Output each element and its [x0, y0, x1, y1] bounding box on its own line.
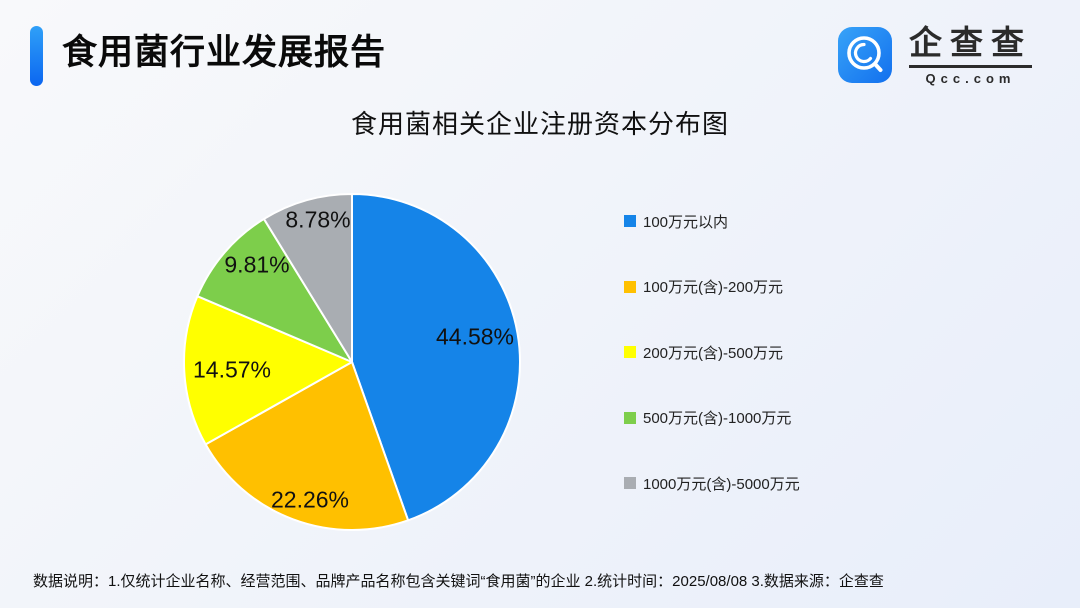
pie-label-1: 22.26% [270, 486, 350, 513]
data-source-note: 数据说明：1.仅统计企业名称、经营范围、品牌产品名称包含关键词“食用菌”的企业 … [33, 573, 884, 590]
legend-swatch-0 [624, 215, 636, 227]
legend-item-3: 500万元(含)-1000万元 [624, 403, 800, 433]
pie-slice-1 [204, 361, 410, 531]
pie-slice-0 [351, 193, 521, 522]
pie-label-0: 44.58% [435, 323, 515, 350]
legend-label-3: 500万元(含)-1000万元 [643, 410, 792, 427]
report-title: 食用菌行业发展报告 [62, 33, 387, 72]
pie-chart [183, 193, 521, 531]
legend-swatch-1 [624, 280, 636, 293]
legend-item-4: 1000万元(含)-5000万元 [624, 468, 800, 498]
legend-label-0: 100万元以内 [643, 213, 729, 231]
chart-title: 食用菌相关企业注册资本分布图 [350, 109, 729, 139]
pie-label-3: 9.81% [224, 251, 290, 278]
pie-label-2: 14.57% [192, 356, 272, 383]
legend-swatch-2 [624, 346, 636, 358]
qcc-logo-text: 企查查 Qcc.com [909, 24, 1032, 86]
legend-item-1: 100万元(含)-200万元 [624, 272, 800, 302]
pie-slice-2 [183, 295, 353, 446]
legend-item-0: 100万元以内 [624, 206, 800, 236]
legend-item-2: 200万元(含)-500万元 [624, 337, 800, 367]
legend-label-2: 200万元(含)-500万元 [643, 344, 784, 362]
qcc-logo-name: 企查查 [909, 24, 1032, 68]
legend-label-1: 100万元(含)-200万元 [643, 279, 784, 296]
pie-slice-3 [196, 217, 353, 363]
pie-slice-4 [262, 193, 353, 363]
chart-legend: 100万元以内 100万元(含)-200万元 200万元(含)-500万元 50… [624, 206, 800, 498]
title-accent-bar [30, 26, 43, 86]
pie-label-4: 8.78% [285, 206, 351, 233]
qcc-logo-domain: Qcc.com [925, 71, 1016, 86]
qcc-magnifier-icon [838, 27, 892, 83]
qcc-logo[interactable]: 企查查 Qcc.com [838, 24, 1032, 86]
legend-swatch-4 [624, 477, 636, 489]
legend-swatch-3 [624, 411, 636, 424]
legend-label-4: 1000万元(含)-5000万元 [643, 475, 800, 493]
